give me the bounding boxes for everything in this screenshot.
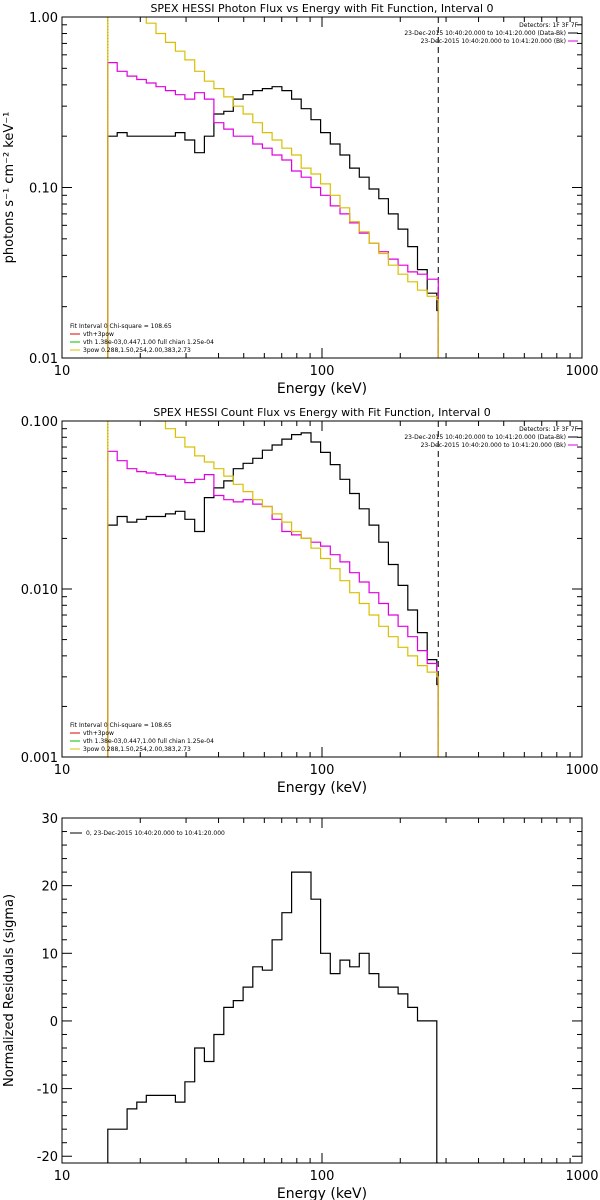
chart-title: SPEX HESSI Count Flux vs Energy with Fit… [153, 406, 490, 419]
y-tick-label: -20 [37, 1150, 58, 1165]
plot-data [107, 17, 439, 358]
chart-title: SPEX HESSI Photon Flux vs Energy with Fi… [150, 2, 493, 15]
y-tick-label: 0.001 [21, 751, 58, 766]
plot-data [107, 871, 439, 1163]
x-tick-label: 100 [310, 364, 335, 379]
y-tick-label: 0.01 [29, 352, 58, 367]
x-tick-label: 100 [310, 1169, 335, 1184]
y-tick-label: 0.010 [21, 583, 58, 598]
x-tick-label: 10 [54, 1169, 71, 1184]
y-tick-label: 1.00 [29, 11, 58, 26]
plot-data [107, 421, 439, 757]
legend-entry-label: 3pow 0.288,1.50,254,2.00,383,2.73 [83, 347, 191, 354]
legend-entry-label: vth 1.38e-03,0.447,1.00 full chian 1.25e… [83, 738, 214, 745]
legend-entry-label: 0, 23-Dec-2015 10:40:20.000 to 10:41:20.… [86, 830, 225, 837]
x-tick-label: 1000 [565, 1169, 598, 1184]
plot-frame [61, 16, 583, 359]
y-tick-label: 10 [41, 947, 58, 962]
x-axis-label: Energy (keV) [277, 381, 367, 397]
plot-frame [61, 420, 583, 758]
x-axis-label: Energy (keV) [277, 780, 367, 796]
y-tick-label: -10 [37, 1083, 58, 1098]
y-tick-label: 30 [41, 812, 58, 827]
x-tick-label: 1000 [565, 763, 598, 778]
x-axis-label: Energy (keV) [277, 1186, 367, 1200]
legend-entry-label: vth+3pow [83, 331, 114, 338]
x-tick-label: 1000 [565, 364, 598, 379]
y-tick-label: 20 [41, 880, 58, 895]
legend-entry-label: 23-Dec-2015 10:40:20.000 to 10:41:20.000… [404, 30, 566, 37]
legend-entry-label: 3pow 0.288,1.50,254,2.00,383,2.73 [83, 746, 191, 753]
legend-detectors: Detectors: 1F 3F 7F [519, 22, 578, 29]
legend-entry-label: vth+3pow [83, 730, 114, 737]
series-bk [107, 450, 439, 757]
legend-entry-label: 23-Dec-2015 10:40:20.000 to 10:41:20.000… [421, 442, 566, 449]
y-axis-label: Normalized Residuals (sigma) [2, 894, 17, 1087]
legend-entry-label: 23-Dec-2015 10:40:20.000 to 10:41:20.000… [421, 38, 566, 45]
y-tick-label: 0.10 [29, 182, 58, 197]
residuals-panel: 10 100 1000 -20 -10 0 10 20 30 Energy (keV) Normal… [2, 812, 599, 1200]
legend-detectors: Detectors: 1F 3F 7F [519, 426, 578, 433]
y-axis-label: photons s⁻¹ cm⁻² keV⁻¹ [2, 112, 17, 264]
series-data-bk [107, 432, 439, 757]
y-tick-label: 0 [50, 1015, 58, 1030]
series-residuals [107, 871, 439, 1163]
photon-flux-panel: SPEX HESSI Photon Flux vs Energy with Fi… [2, 2, 599, 397]
x-tick-label: 100 [310, 763, 335, 778]
y-tick-label: 0.100 [21, 415, 58, 430]
x-tick-label: 10 [54, 763, 71, 778]
legend-fit-header: Fit Interval 0 Chi-square = 108.65 [70, 722, 172, 729]
count-flux-panel: SPEX HESSI Count Flux vs Energy with Fit… [21, 406, 599, 796]
plot-frame [61, 817, 583, 1164]
legend-entry-label: 23-Dec-2015 10:40:20.000 to 10:41:20.000… [404, 434, 566, 441]
series-data-bk [107, 86, 439, 358]
x-tick-label: 10 [54, 364, 71, 379]
legend-entry-label: vth 1.38e-03,0.447,1.00 full chian 1.25e… [83, 339, 214, 346]
series-3pow [107, 421, 439, 757]
series-3pow [107, 17, 439, 358]
legend-fit-header: Fit Interval 0 Chi-square = 108.65 [70, 323, 172, 330]
